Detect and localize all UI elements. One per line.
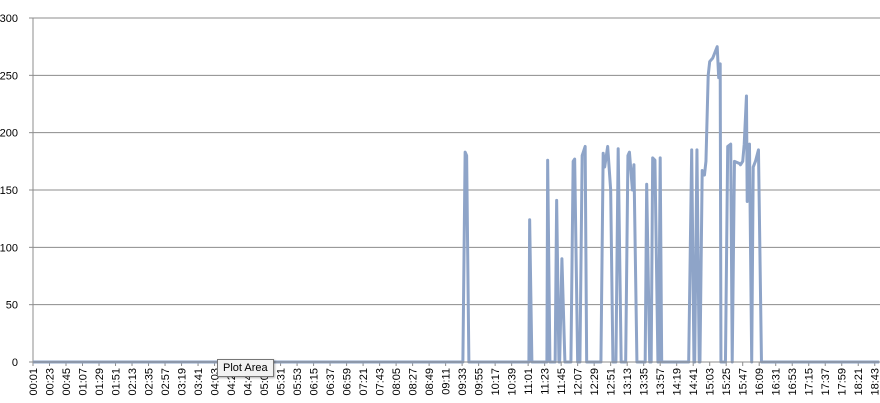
x-tick-label: 16:09 bbox=[754, 368, 766, 396]
x-tick-label: 17:59 bbox=[837, 368, 849, 396]
x-tick-label: 15:25 bbox=[721, 368, 733, 396]
x-tick-label: 12:51 bbox=[606, 368, 618, 396]
x-tick-label: 07:21 bbox=[358, 368, 370, 396]
x-tick-label: 13:13 bbox=[622, 368, 634, 396]
y-tick-label: 250 bbox=[0, 70, 18, 82]
x-tick-label: 14:41 bbox=[688, 368, 700, 396]
x-tick-label: 17:15 bbox=[804, 368, 816, 396]
data-line bbox=[33, 45, 880, 364]
x-tick-label: 05:31 bbox=[276, 368, 288, 396]
x-tick-label: 05:53 bbox=[292, 368, 304, 396]
x-tick-label: 01:07 bbox=[78, 368, 90, 396]
x-tick-label: 13:35 bbox=[639, 368, 651, 396]
x-tick-label: 06:59 bbox=[342, 368, 354, 396]
x-tick-label: 18:43 bbox=[870, 368, 880, 396]
x-tick-label: 12:29 bbox=[589, 368, 601, 396]
x-tick-label: 17:37 bbox=[820, 368, 832, 396]
x-tick-label: 10:39 bbox=[507, 368, 519, 396]
x-tick-label: 08:05 bbox=[391, 368, 403, 396]
x-tick-label: 14:19 bbox=[672, 368, 684, 396]
x-tick-label: 01:29 bbox=[94, 368, 106, 396]
y-tick-label: 200 bbox=[0, 128, 18, 140]
x-tick-label: 06:37 bbox=[325, 368, 337, 396]
x-tick-label: 03:19 bbox=[177, 368, 189, 396]
x-tick-label: 06:15 bbox=[309, 368, 321, 396]
x-tick-label: 03:41 bbox=[193, 368, 205, 396]
x-tick-label: 00:45 bbox=[61, 368, 73, 396]
x-tick-label: 00:23 bbox=[45, 368, 57, 396]
x-tick-label: 16:31 bbox=[771, 368, 783, 396]
x-tick-label: 00:01 bbox=[28, 368, 40, 396]
y-tick-label: 150 bbox=[0, 185, 18, 197]
x-tick-label: 02:57 bbox=[160, 368, 172, 396]
x-tick-label: 09:11 bbox=[441, 368, 453, 395]
y-tick-label: 0 bbox=[12, 357, 18, 369]
x-tick-label: 18:21 bbox=[853, 368, 865, 396]
tooltip: Plot Area bbox=[217, 359, 274, 377]
y-tick-label: 100 bbox=[0, 242, 18, 254]
x-tick-label: 08:49 bbox=[424, 368, 436, 396]
x-tick-label: 16:53 bbox=[787, 368, 799, 396]
x-tick-label: 15:47 bbox=[738, 368, 750, 396]
y-tick-label: 50 bbox=[6, 300, 18, 312]
x-tick-label: 13:57 bbox=[655, 368, 667, 396]
x-tick-label: 15:03 bbox=[705, 368, 717, 396]
x-tick-label: 11:01 bbox=[523, 368, 535, 395]
x-tick-label: 07:43 bbox=[375, 368, 387, 396]
x-tick-label: 02:35 bbox=[144, 368, 156, 396]
x-tick-label: 10:17 bbox=[490, 368, 502, 396]
x-tick-label: 09:33 bbox=[457, 368, 469, 396]
x-tick-label: 09:55 bbox=[474, 368, 486, 396]
x-tick-label: 01:51 bbox=[111, 368, 123, 396]
x-tick-label: 02:13 bbox=[127, 368, 139, 396]
x-tick-label: 11:23 bbox=[540, 368, 552, 395]
x-tick-label: 08:27 bbox=[408, 368, 420, 396]
x-tick-label: 12:07 bbox=[573, 368, 585, 396]
x-tick-label: 11:45 bbox=[556, 368, 568, 395]
y-tick-label: 300 bbox=[0, 13, 18, 25]
